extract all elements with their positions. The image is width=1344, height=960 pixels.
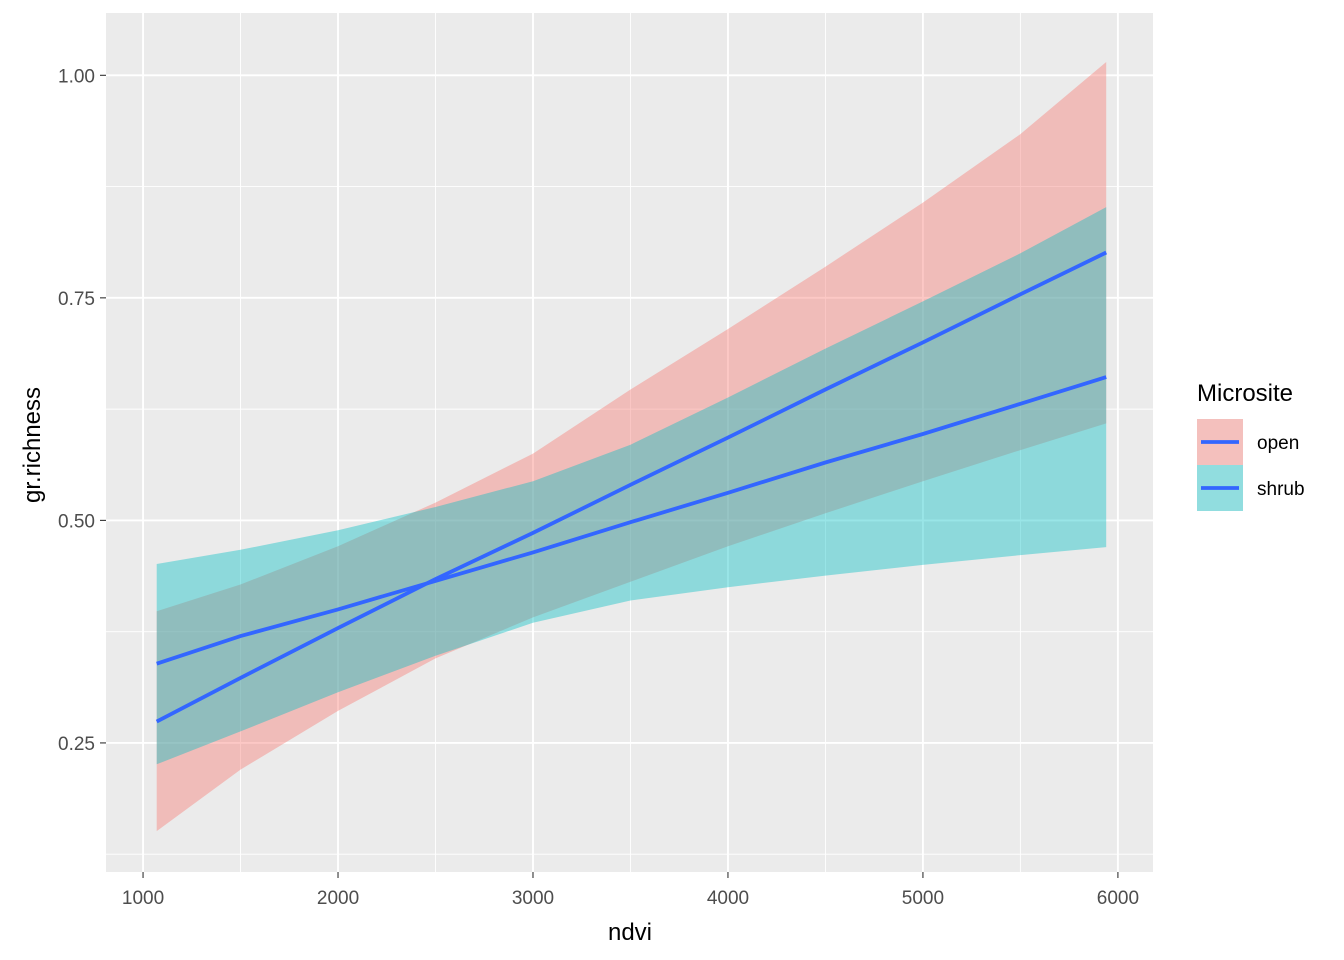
x-tick-label: 6000 (1097, 888, 1139, 909)
y-axis: 0.25 0.50 0.75 1.00 (58, 66, 106, 755)
y-tick-label: 1.00 (58, 66, 95, 87)
x-tick-label: 3000 (512, 888, 554, 909)
y-tick-label: 0.25 (58, 734, 95, 755)
legend-title: Microsite (1197, 380, 1293, 407)
fit-lines (155, 250, 1108, 724)
ribbon-open (156, 62, 1107, 832)
x-axis-title: ndvi (608, 919, 652, 946)
y-axis-title: gr.richness (19, 387, 46, 503)
legend: Microsite open shrub (1197, 380, 1305, 511)
x-axis: 1000 2000 3000 4000 5000 6000 (122, 872, 1139, 909)
major-gridlines (106, 13, 1153, 872)
x-tick-label: 1000 (122, 888, 164, 909)
y-tick-label: 0.75 (58, 289, 95, 310)
legend-label-open: open (1257, 433, 1299, 454)
x-tick-label: 4000 (707, 888, 749, 909)
plot-panel (106, 13, 1153, 872)
minor-gridlines (106, 13, 1153, 872)
x-tick-label: 5000 (902, 888, 944, 909)
fit-line-shrub (156, 375, 1107, 666)
x-tick-label: 2000 (317, 888, 359, 909)
legend-label-shrub: shrub (1257, 479, 1305, 500)
y-tick-label: 0.50 (58, 511, 95, 532)
fit-line-open (155, 250, 1108, 724)
